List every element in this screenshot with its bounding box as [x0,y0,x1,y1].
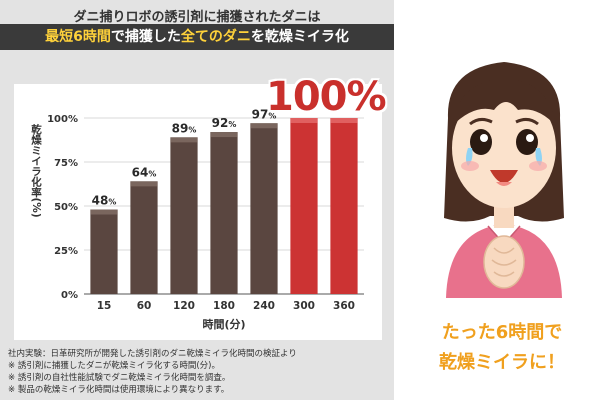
bar-chart: 0% 25% 50% 75% 100% 乾燥ミイラ化率(%) 15 48% 60 64% 120 89… [30,107,364,331]
bar-cap [210,132,238,138]
footnotes: 社内実験：日革研究所が開発した誘引剤のダニ乾燥ミイラ化時間の検証より ※ 誘引剤… [8,348,392,396]
data-label: 64% [132,165,157,179]
x-tick-label: 120 [173,300,195,312]
chart-background [14,84,382,340]
footnote-3: ※ 誘引剤の自社性能試験でダニ乾燥ミイラ化時間を調査。 [8,373,231,383]
x-axis-label: 時間(分) [202,317,245,331]
bar [210,132,238,294]
y-tick-label: 50% [54,202,78,213]
y-tick-label: 75% [54,158,78,169]
data-label: 89% [172,121,197,135]
data-label: 92% [212,116,237,130]
heading-line1: ダニ捕りロボの誘引剤に捕獲されたダニは [73,10,321,25]
x-tick-label: 60 [137,300,152,312]
bar [130,181,158,294]
footnote-1: 社内実験：日革研究所が開発した誘引剤のダニ乾燥ミイラ化時間の検証より [8,349,297,359]
data-label: 97% [252,107,277,121]
heading-all-mites: 全てのダニ [180,29,251,45]
heading-mummify: を乾燥ミイラ化 [250,29,349,45]
x-tick-label: 15 [97,300,112,312]
bar-cap [250,123,278,129]
caption-line2: 乾燥ミイラに！ [439,352,565,373]
caption: たった6時間で 乾燥ミイラに！ [408,318,596,378]
chart-panel: ダニ捕りロボの誘引剤に捕獲されたダニは 最短6時間で捕獲した全てのダニを乾燥ミイ… [0,0,394,400]
bar [330,118,358,294]
data-label: 48% [92,194,117,208]
x-tick-label: 240 [253,300,275,312]
x-tick-label: 180 [213,300,235,312]
hundred-percent-callout: 100% [266,74,387,120]
y-tick-label: 0% [61,290,78,301]
bar [250,123,278,294]
y-tick-label: 25% [54,246,78,257]
bar-cap [290,118,318,123]
heading-captured: で捕獲した [110,29,181,45]
footnote-2: ※ 誘引剤に捕獲したダニが乾燥ミイラ化する時間(分)。 [8,361,220,371]
bar [170,137,198,294]
bar-cap [170,137,198,143]
caption-line1: たった6時間で [441,322,563,343]
heading-shortest-time: 最短6時間 [45,29,111,45]
bar-cap [330,118,358,123]
footnote-4: ※ 製品の乾燥ミイラ化時間は使用環境により異なります。 [8,385,230,395]
bar [290,118,318,294]
bar-cap [130,181,158,187]
crying-woman-illustration [444,62,564,298]
y-axis-label: 乾燥ミイラ化率(%) [30,123,42,217]
x-tick-label: 300 [293,300,315,312]
heading-line2: 最短6時間で捕獲した全てのダニを乾燥ミイラ化 [0,24,394,50]
bar [90,209,118,294]
x-tick-label: 360 [333,300,355,312]
bar-cap [90,209,118,215]
y-tick-label: 100% [47,114,78,125]
